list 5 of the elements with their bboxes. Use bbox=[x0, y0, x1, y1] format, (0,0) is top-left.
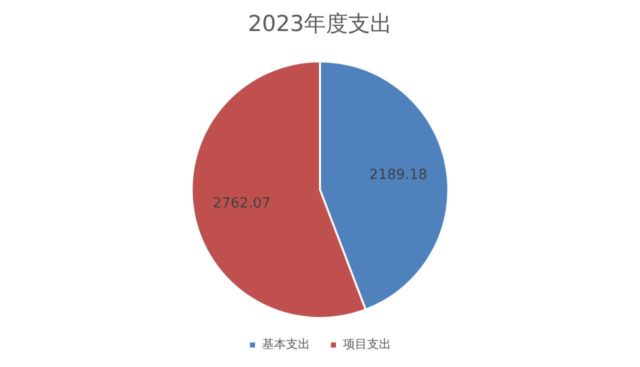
chart-title: 2023年度支出 bbox=[248, 12, 392, 37]
data-label: 2189.18 bbox=[369, 166, 428, 183]
legend-label: 基本支出 bbox=[262, 337, 310, 352]
data-label: 2762.07 bbox=[212, 196, 271, 212]
legend-label: 项目支出 bbox=[343, 337, 391, 352]
